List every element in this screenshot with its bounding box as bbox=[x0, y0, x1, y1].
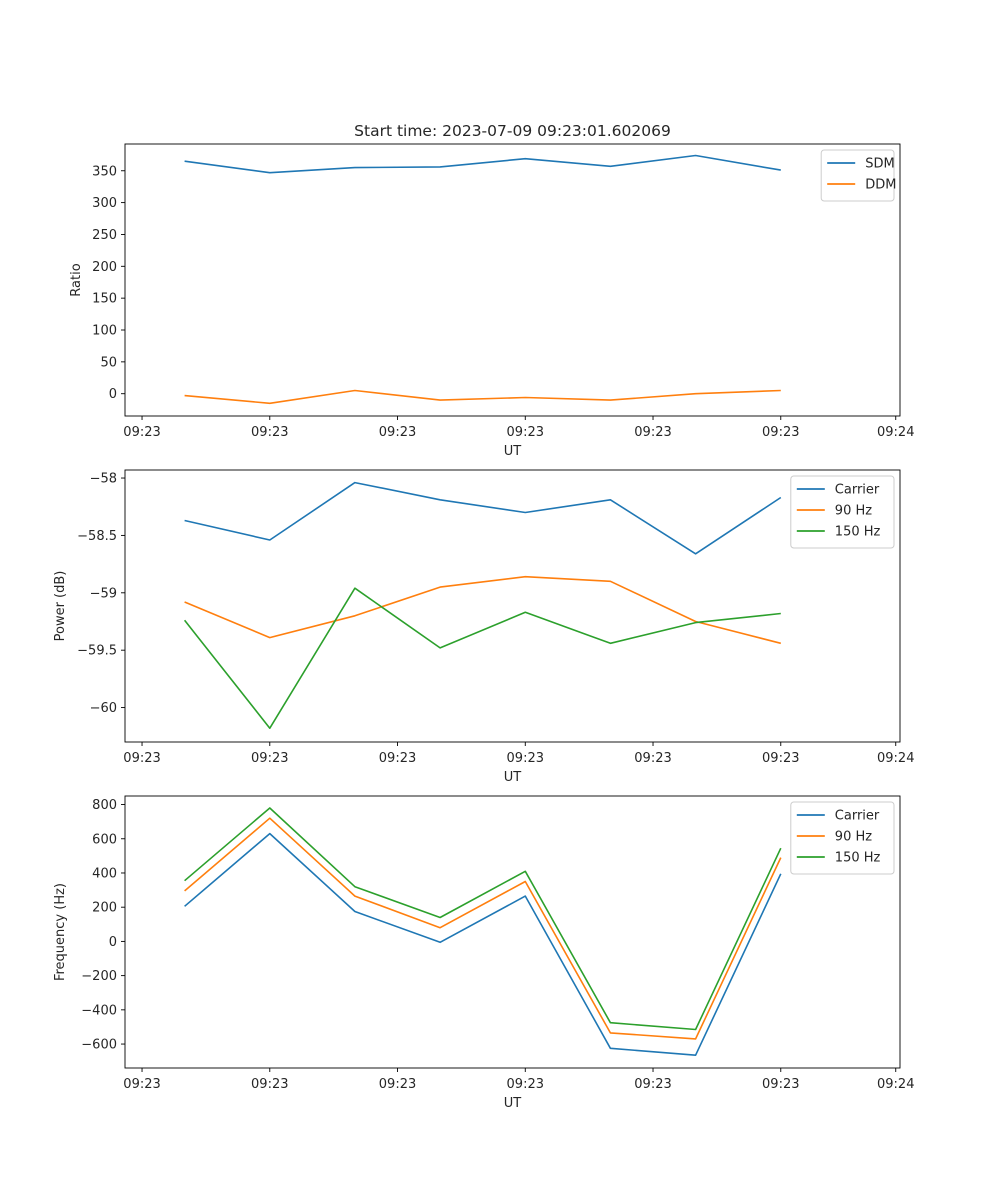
legend-label: DDM bbox=[865, 178, 896, 193]
legend-label: 90 Hz bbox=[835, 504, 872, 519]
chart-panel-1: Start time: 2023-07-09 09:23:01.602069 0 5… bbox=[69, 122, 914, 459]
x-tick-label: 09:24 bbox=[877, 751, 914, 766]
series-line-carrier bbox=[184, 832, 782, 1056]
legend: Carrier 90 Hz 150 Hz bbox=[790, 475, 895, 549]
axes-frame bbox=[124, 469, 901, 743]
y-tick-label: 150 bbox=[92, 292, 117, 307]
x-tick-label: 09:23 bbox=[251, 751, 288, 766]
legend-label: 90 Hz bbox=[835, 830, 872, 845]
y-tick-label: 400 bbox=[92, 866, 117, 881]
x-axis-label: UT bbox=[504, 444, 522, 459]
y-axis-label: Power (dB) bbox=[53, 571, 68, 642]
axes-frame bbox=[124, 795, 901, 1069]
y-tick-label: 200 bbox=[92, 901, 117, 916]
x-tick-label: 09:23 bbox=[123, 1077, 160, 1092]
axes-frame bbox=[124, 143, 901, 417]
y-tick-label: −600 bbox=[81, 1038, 117, 1053]
x-tick-label: 09:23 bbox=[123, 751, 160, 766]
legend-label: 150 Hz bbox=[835, 525, 881, 540]
y-tick-label: 200 bbox=[92, 260, 117, 275]
series-line-150-hz bbox=[184, 807, 782, 1031]
x-tick-label: 09:23 bbox=[379, 425, 416, 440]
x-axis-label: UT bbox=[504, 1096, 522, 1111]
y-tick-label: 0 bbox=[109, 387, 117, 402]
chart-panel-2: −60 −59.5 −59 −58.5 −58 09:23 09:23 09:23 09:23 0… bbox=[53, 469, 914, 785]
y-tick-label: −59.5 bbox=[77, 644, 117, 659]
x-axis-label: UT bbox=[504, 770, 522, 785]
legend: Carrier 90 Hz 150 Hz bbox=[790, 801, 895, 875]
legend-box bbox=[790, 801, 895, 875]
y-tick-label: −58.5 bbox=[77, 529, 117, 544]
x-tick-label: 09:23 bbox=[251, 425, 288, 440]
y-tick-label: −59 bbox=[90, 586, 117, 601]
y-tick-label: 50 bbox=[100, 355, 117, 370]
legend-box bbox=[790, 475, 895, 549]
x-tick-label: 09:23 bbox=[634, 751, 671, 766]
legend-label: SDM bbox=[865, 157, 894, 172]
x-tick-label: 09:23 bbox=[507, 425, 544, 440]
y-tick-label: 100 bbox=[92, 324, 117, 339]
legend: SDM DDM bbox=[820, 149, 896, 202]
y-axis-label: Frequency (Hz) bbox=[53, 883, 68, 981]
series-line-90-hz bbox=[184, 575, 781, 645]
legend-label: 150 Hz bbox=[835, 851, 881, 866]
y-tick-label: −400 bbox=[81, 1003, 117, 1018]
x-tick-label: 09:24 bbox=[877, 1077, 914, 1092]
y-tick-label: −200 bbox=[81, 969, 117, 984]
x-tick-label: 09:23 bbox=[762, 1077, 799, 1092]
x-tick-label: 09:24 bbox=[877, 425, 914, 440]
chart-panel-3: −600 −400 −200 0 200 400 600 800 09:23 09:23 09:23… bbox=[53, 795, 914, 1111]
y-tick-label: 250 bbox=[92, 228, 117, 243]
x-tick-label: 09:23 bbox=[507, 751, 544, 766]
series-line-90-hz bbox=[184, 817, 782, 1040]
y-tick-label: −58 bbox=[90, 472, 117, 487]
legend-label: Carrier bbox=[835, 483, 880, 498]
y-tick-label: 350 bbox=[92, 164, 117, 179]
chart-title: Start time: 2023-07-09 09:23:01.602069 bbox=[354, 122, 671, 140]
y-tick-label: 800 bbox=[92, 798, 117, 813]
x-tick-label: 09:23 bbox=[123, 425, 160, 440]
series-line-150-hz bbox=[183, 587, 781, 730]
x-tick-label: 09:23 bbox=[251, 1077, 288, 1092]
series-line-ddm bbox=[184, 389, 781, 405]
x-tick-label: 09:23 bbox=[379, 1077, 416, 1092]
x-tick-label: 09:23 bbox=[634, 1077, 671, 1092]
x-tick-label: 09:23 bbox=[762, 751, 799, 766]
series-line-sdm bbox=[184, 154, 781, 174]
y-tick-label: 0 bbox=[109, 935, 117, 950]
panels: Start time: 2023-07-09 09:23:01.602069 0 5… bbox=[53, 122, 914, 1111]
y-tick-label: 600 bbox=[92, 832, 117, 847]
y-axis-label: Ratio bbox=[69, 263, 84, 296]
y-tick-label: 300 bbox=[92, 196, 117, 211]
x-tick-label: 09:23 bbox=[507, 1077, 544, 1092]
x-tick-label: 09:23 bbox=[762, 425, 799, 440]
y-tick-label: −60 bbox=[90, 701, 117, 716]
x-tick-label: 09:23 bbox=[634, 425, 671, 440]
legend-label: Carrier bbox=[835, 809, 880, 824]
x-tick-label: 09:23 bbox=[379, 751, 416, 766]
series-line-carrier bbox=[184, 481, 782, 555]
